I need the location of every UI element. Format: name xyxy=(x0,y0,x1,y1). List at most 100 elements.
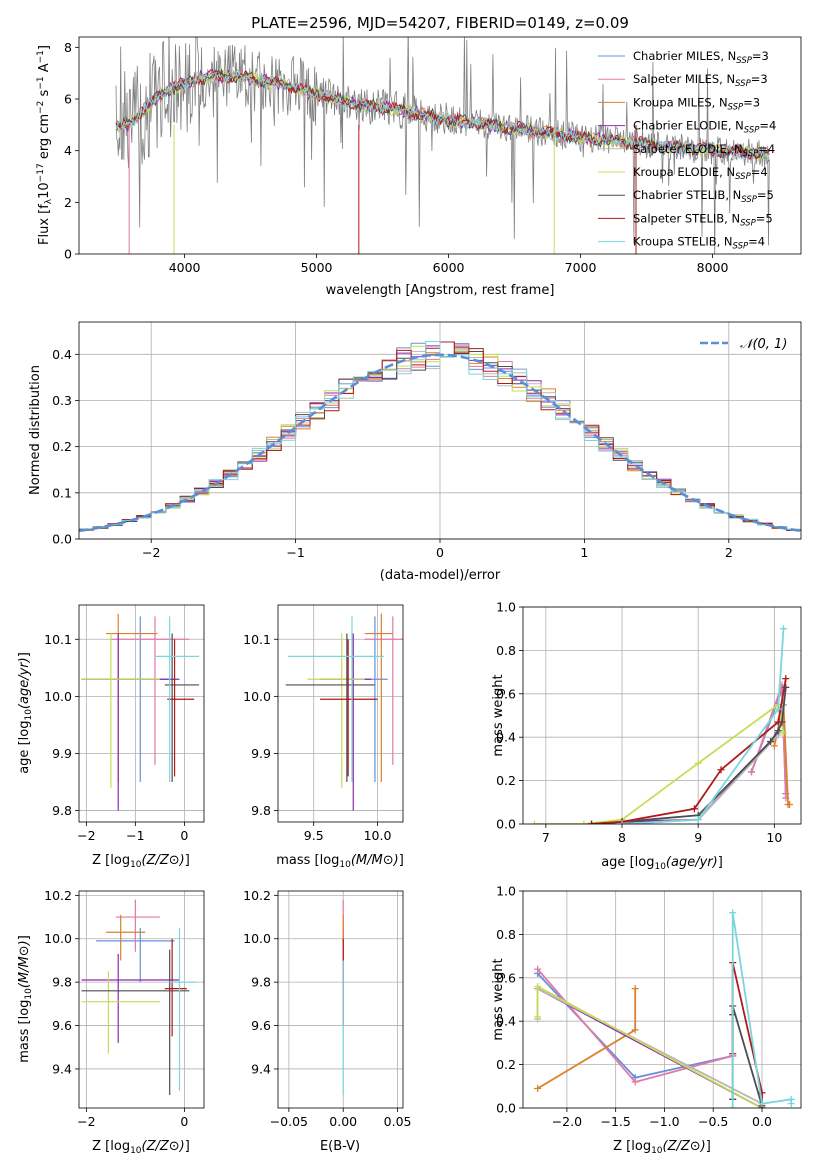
data-point xyxy=(534,1013,542,1021)
axes-frame xyxy=(522,606,802,825)
y-tick-label: 0.4 xyxy=(52,347,72,362)
y-tick-label: 6 xyxy=(64,92,72,107)
y-tick-label: 0.6 xyxy=(496,970,516,985)
x-tick-label: 10 xyxy=(766,830,782,845)
x-tick-label: −2 xyxy=(77,828,95,843)
y-axis-label: age [log10(age/yr)] xyxy=(17,652,34,774)
y-axis-label: mass weight xyxy=(491,674,506,756)
axes-age-vs-Z xyxy=(79,605,204,822)
y-tick-label: 9.8 xyxy=(251,803,271,818)
plot-area-age-vs-Z xyxy=(81,613,200,811)
y-tick-label: 0.8 xyxy=(496,927,516,942)
frame-residuals: −2 −1 0 1 2 0.0 0.1 0.2 0.3 0.4 xyxy=(52,321,802,560)
x-tick-label: 0 xyxy=(180,1114,188,1129)
y-tick-label: 1.0 xyxy=(496,600,516,615)
x-tick-label: 9 xyxy=(694,830,702,845)
x-axis-label: Z [log10(Z/Z⊙)] xyxy=(92,1139,190,1156)
y-tick-label: 10.2 xyxy=(44,888,72,903)
axes-frame xyxy=(522,890,802,1109)
data-point xyxy=(618,820,626,824)
x-tick-label: 5000 xyxy=(301,260,333,275)
y-tick-label: 2 xyxy=(64,195,72,210)
y-axis-label: mass [log10(M/M⊙)] xyxy=(17,935,34,1063)
x-tick-label: 10.0 xyxy=(364,828,392,843)
y-tick-label: 0 xyxy=(64,247,72,262)
frame-weight-vs-Z: −2.0 −1.5 −1.0 −0.5 0.0 0.0 0.2 0.4 0.6 0.8 1.0 xyxy=(496,884,802,1129)
x-axis-label: Z [log10(Z/Z⊙)] xyxy=(613,1139,711,1156)
x-tick-label: 0.00 xyxy=(329,1114,357,1129)
data-point xyxy=(767,738,775,746)
data-point xyxy=(717,766,725,774)
y-tick-label: 10.0 xyxy=(44,689,72,704)
x-tick-label: 8 xyxy=(618,830,626,845)
data-point xyxy=(774,718,782,726)
chart-title: PLATE=2596, MJD=54207, FIBERID=0149, z=0… xyxy=(251,14,629,32)
data-point xyxy=(774,705,782,713)
x-tick-label: −1.5 xyxy=(600,1114,630,1129)
x-tick-label: 2 xyxy=(725,545,733,560)
data-point xyxy=(787,1100,795,1108)
y-tick-label: 9.8 xyxy=(251,975,271,990)
histogram-step xyxy=(79,341,801,531)
x-tick-label: 0 xyxy=(180,828,188,843)
legend-entry: Chabrier MILES, NSSP=3 xyxy=(633,49,769,66)
x-tick-label: 7000 xyxy=(565,260,597,275)
y-axis-label: mass weight xyxy=(491,958,506,1040)
y-tick-label: 9.9 xyxy=(52,746,72,761)
spectrum-model-line xyxy=(115,68,770,163)
series-line xyxy=(621,704,785,823)
y-tick-label: 9.4 xyxy=(251,1061,271,1076)
normal-curve xyxy=(79,353,801,533)
legend-entry: Kroupa ELODIE, NSSP=4 xyxy=(633,165,768,182)
plot-area-mass-vs-Z xyxy=(81,899,197,1095)
x-axis-label: Z [log10(Z/Z⊙)] xyxy=(92,853,190,870)
data-point xyxy=(534,982,542,990)
x-tick-label: −2 xyxy=(77,1114,95,1129)
data-point xyxy=(534,1084,542,1092)
y-tick-label: 9.9 xyxy=(251,746,271,761)
y-tick-label: 10.0 xyxy=(243,931,271,946)
frame-weight-vs-age: 7 8 9 10 0.0 0.2 0.4 0.6 0.8 1.0 xyxy=(496,600,802,845)
data-point xyxy=(747,768,755,776)
axes-frame xyxy=(78,604,205,823)
y-tick-label: 10.1 xyxy=(243,632,271,647)
data-point xyxy=(729,1104,737,1108)
x-axis-label: wavelength [Angstrom, rest frame] xyxy=(326,283,555,298)
y-tick-label: 10.0 xyxy=(44,931,72,946)
data-point xyxy=(694,816,702,824)
data-point xyxy=(779,729,787,737)
data-point xyxy=(774,727,782,735)
plot-area-spectrum xyxy=(115,37,770,254)
x-tick-label: 6000 xyxy=(433,260,465,275)
data-point xyxy=(786,800,794,808)
frame-mass-vs-Z: −2 0 9.4 9.6 9.8 10.0 10.2 xyxy=(44,888,205,1129)
data-point xyxy=(694,759,702,767)
y-tick-label: 10.1 xyxy=(44,632,72,647)
x-tick-label: 1 xyxy=(580,545,588,560)
y-tick-label: 0.6 xyxy=(496,686,516,701)
frame-age-vs-Z: −2 −1 0 9.8 9.9 10.0 10.1 xyxy=(44,604,205,843)
y-tick-label: 9.6 xyxy=(52,1018,72,1033)
spectrum-model-line xyxy=(115,70,770,161)
y-tick-label: 0.0 xyxy=(496,817,516,832)
series-line xyxy=(534,703,785,824)
data-point xyxy=(690,805,698,813)
x-tick-label: 9.5 xyxy=(304,828,324,843)
axes-frame xyxy=(78,36,802,255)
y-tick-label: 9.8 xyxy=(52,803,72,818)
legend-entry: Salpeter MILES, NSSP=3 xyxy=(633,72,768,89)
y-tick-label: 0.2 xyxy=(52,439,72,454)
y-tick-label: 10.0 xyxy=(243,689,271,704)
x-tick-label: 7 xyxy=(542,830,550,845)
y-tick-label: 4 xyxy=(64,143,72,158)
y-tick-label: 9.4 xyxy=(52,1061,72,1076)
x-axis-label: (data-model)/error xyxy=(380,568,501,583)
plot-area-residuals xyxy=(79,341,801,533)
legend-entry: Kroupa STELIB, NSSP=4 xyxy=(633,235,765,252)
legend-entry: Salpeter STELIB, NSSP=5 xyxy=(633,211,773,228)
x-axis-label: E(B-V) xyxy=(320,1139,360,1154)
data-point xyxy=(580,820,588,824)
data-point xyxy=(779,625,787,633)
x-tick-label: −2.0 xyxy=(552,1114,582,1129)
axes-frame xyxy=(78,321,802,540)
